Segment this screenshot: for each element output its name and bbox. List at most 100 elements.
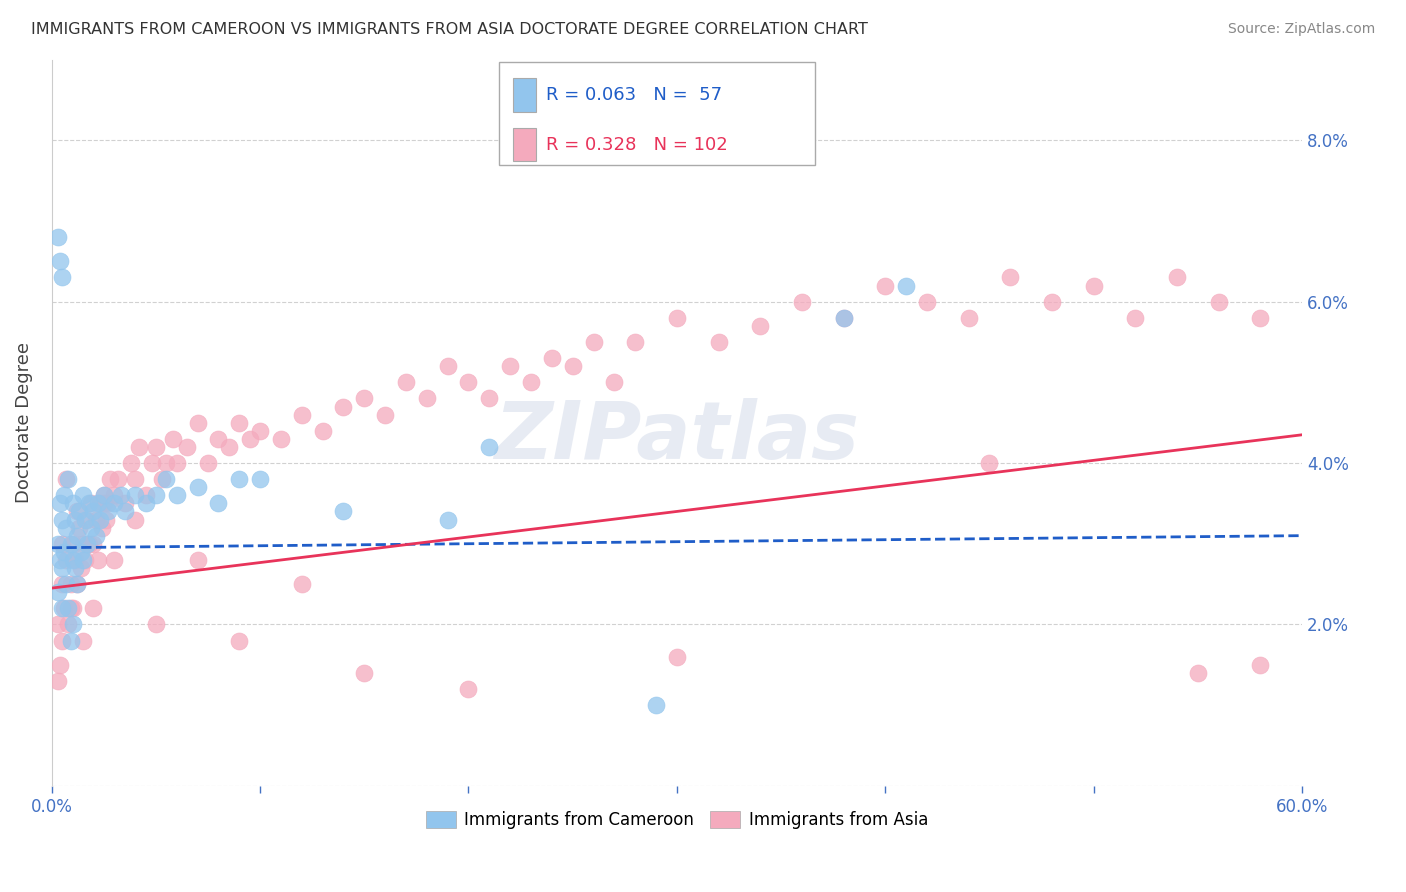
Point [120,456,142,470]
Point [582,334,605,349]
Point [55,520,77,534]
Point [478,392,501,406]
Point [62,617,84,632]
Point [66,577,89,591]
Point [239,432,262,446]
Point [749,318,772,333]
Point [114,496,136,510]
Text: R = 0.328   N = 102: R = 0.328 N = 102 [546,136,727,153]
Point [51,561,73,575]
Point [353,665,375,680]
Point [114,504,136,518]
Point [58,472,80,486]
Point [436,512,458,526]
Point [77,537,100,551]
Point [915,294,938,309]
Point [80,496,103,510]
Point [51,633,73,648]
Point [790,294,813,309]
Point [51,270,73,285]
Point [62,537,84,551]
Point [84,529,107,543]
Point [66,529,89,543]
Point [46,585,69,599]
Point [665,649,688,664]
Point [103,496,125,510]
Point [51,537,73,551]
Point [150,472,173,486]
Point [124,472,146,486]
Point [1040,294,1063,309]
Point [436,359,458,374]
Point [166,488,188,502]
Point [395,376,418,390]
Point [67,520,90,534]
Point [66,577,89,591]
Point [832,310,855,325]
Point [93,488,115,502]
Point [520,376,543,390]
Point [77,496,100,510]
Point [624,334,647,349]
Point [63,553,86,567]
Point [63,512,86,526]
Point [332,400,354,414]
Point [46,617,69,632]
Point [162,432,184,446]
Text: ZIPatlas: ZIPatlas [495,398,859,476]
Point [89,512,111,526]
Point [51,601,73,615]
Point [1123,310,1146,325]
Point [155,472,177,486]
Point [291,577,314,591]
Point [59,577,82,591]
Point [90,520,112,534]
Point [353,392,375,406]
Point [134,488,156,502]
Point [197,456,219,470]
Point [62,601,84,615]
Point [49,553,72,567]
Point [49,254,72,268]
Point [59,537,82,551]
Point [58,601,80,615]
Point [94,512,117,526]
Text: Source: ZipAtlas.com: Source: ZipAtlas.com [1227,22,1375,37]
Point [957,310,980,325]
Point [93,488,115,502]
Point [46,673,69,688]
Point [332,504,354,518]
Point [70,561,93,575]
Point [82,504,104,518]
Point [93,496,115,510]
Point [134,496,156,510]
Point [89,496,111,510]
Point [59,633,82,648]
Point [124,512,146,526]
Point [176,440,198,454]
Point [46,537,69,551]
Point [75,553,97,567]
Point [66,504,89,518]
Point [645,698,668,712]
Point [832,310,855,325]
Point [49,657,72,672]
Point [499,359,522,374]
Point [72,537,94,551]
Point [141,456,163,470]
Point [603,376,626,390]
Point [561,359,583,374]
Point [311,424,333,438]
Point [62,553,84,567]
Point [51,577,73,591]
Point [207,496,229,510]
Point [145,488,167,502]
Point [62,496,84,510]
Point [979,456,1001,470]
Point [97,496,120,510]
Legend: Immigrants from Cameroon, Immigrants from Asia: Immigrants from Cameroon, Immigrants fro… [419,804,935,836]
Point [55,577,77,591]
Text: IMMIGRANTS FROM CAMEROON VS IMMIGRANTS FROM ASIA DOCTORATE DEGREE CORRELATION CH: IMMIGRANTS FROM CAMEROON VS IMMIGRANTS F… [31,22,868,37]
Point [107,472,129,486]
Point [110,488,132,502]
